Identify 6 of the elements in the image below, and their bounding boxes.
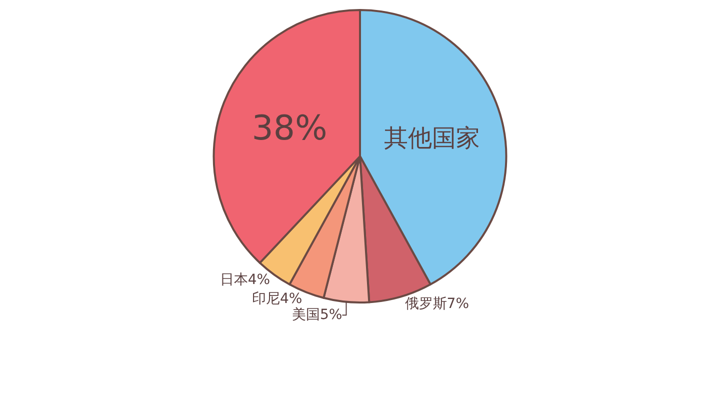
data-label: 38% xyxy=(252,108,328,148)
slice-label: 其他国家 xyxy=(384,124,480,152)
slice-label: 俄罗斯7% xyxy=(404,296,470,312)
slice-label: 美国5% xyxy=(292,307,342,324)
slice-label: 印尼4% xyxy=(252,291,302,308)
slice-label: 日本4% xyxy=(220,272,270,288)
